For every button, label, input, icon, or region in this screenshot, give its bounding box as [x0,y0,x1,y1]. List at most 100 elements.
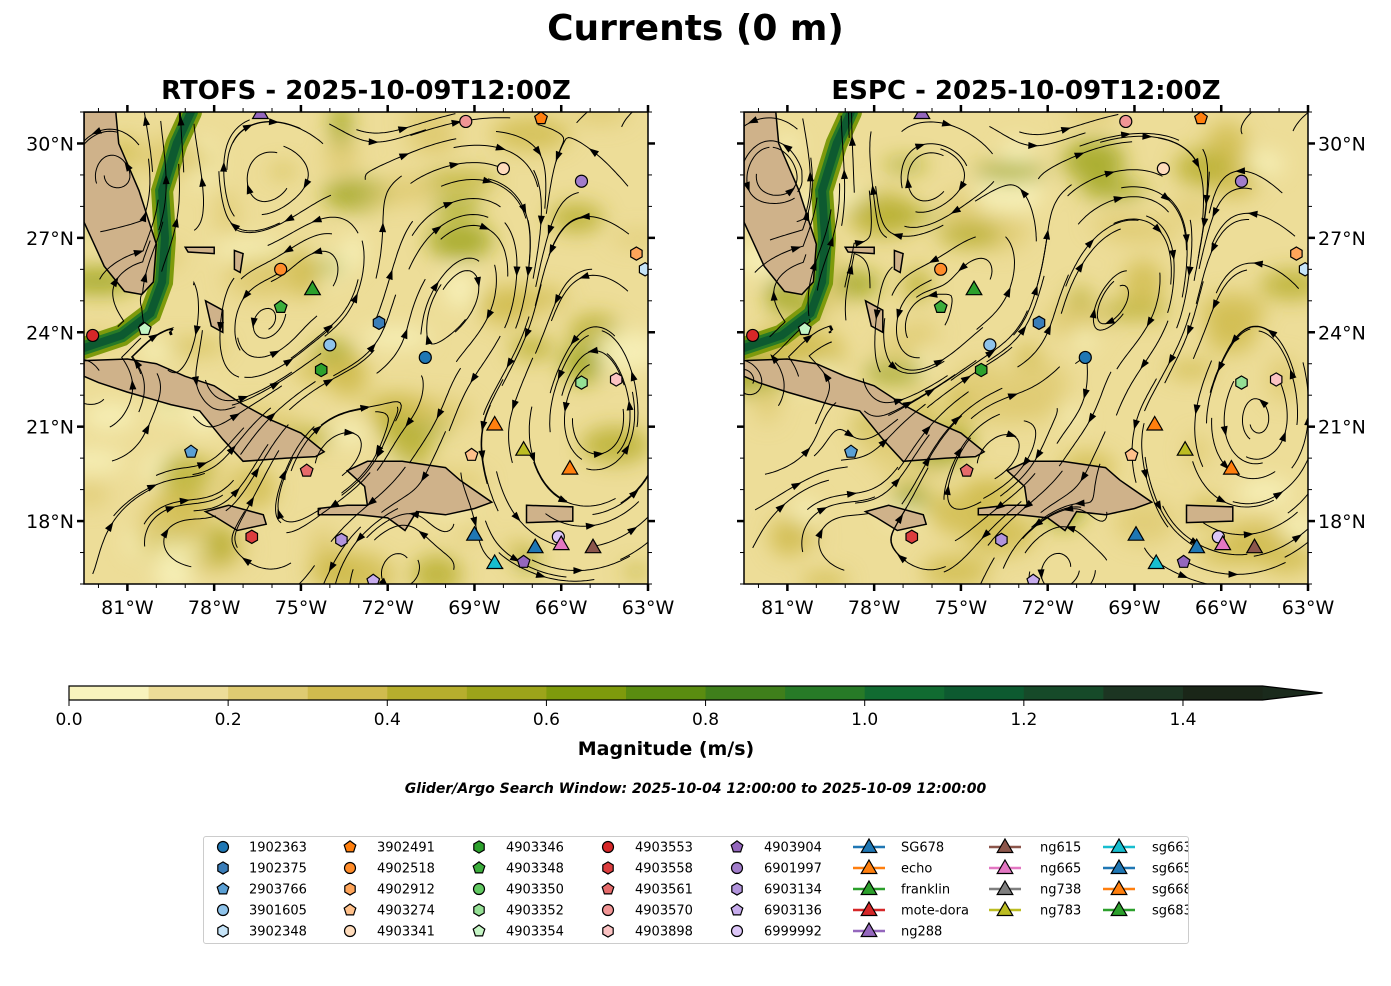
colorbar-tick-label: 0.2 [215,710,242,730]
streamline-arrow [1258,398,1269,409]
streamline-arrow [1252,260,1264,268]
legend-marker-icon [343,903,357,916]
legend-entry-6999992: 6999992 [730,925,822,940]
streamline-arrow [627,526,638,536]
streamline-arrow [250,467,260,478]
streamline-arrow [1182,234,1190,245]
streamline-arrow [1120,131,1132,139]
streamline-arrow [250,317,258,328]
legend-entry-4903350: 4903350 [472,883,564,898]
legend-label: 4903348 [506,862,564,877]
map-panels: 81°W 78°W 75°W 72°W 69°W 66°W 63°W 18°N 21°N 24°N… [26,94,1366,619]
marker-ng783 [1176,440,1194,456]
colorbar-bin [625,686,707,700]
streamline-arrow [1140,358,1149,370]
streamline-arrow [1146,316,1155,327]
streamline-arrow [1075,262,1084,273]
legend-entry-ng615: ng615 [989,837,1081,856]
colorbar-bin [69,686,150,700]
streamline-arrow [630,370,638,382]
streamline [1287,493,1308,514]
streamline-arrow [230,487,240,498]
marker-3902491 [533,112,549,125]
marker-echo [1145,415,1164,431]
legend-label: franklin [901,883,950,898]
land-mass [233,249,244,274]
marker-ng783 [514,440,533,456]
legend-marker-icon [601,840,615,854]
legend-entry-mote-dora: mote-dora [853,900,969,919]
streamline-arrow [400,328,408,340]
streamline-arrow [1022,456,1031,467]
streamline-arrow [1203,194,1211,206]
streamline-arrow [1265,94,1275,102]
legend-marker-icon [996,858,1014,875]
streamline-arrow [277,508,284,520]
streamline-arrow [421,471,430,482]
colorbar-label: Magnitude (m/s) [577,738,755,760]
streamline-arrow [905,177,912,189]
streamline-arrow [1177,571,1189,578]
streamline-arrow [950,205,962,214]
marker-6903136 [1026,573,1041,584]
map-frame [83,111,649,585]
streamline-arrow [129,379,137,390]
marker-4903561 [959,463,974,477]
legend-entry-4903354: 4903354 [472,924,564,940]
streamline-arrow [573,567,584,575]
streamline-arrow [1142,132,1153,140]
colorbar-tick-label: 0.4 [374,710,401,730]
streamline-arrow [486,309,494,320]
streamline-arrow [312,247,323,255]
map-panel-rtofs: 81°W 78°W 75°W 72°W 69°W 66°W 63°W 18°N 21°N 24°N… [26,105,674,619]
streamline-arrow [549,244,557,255]
legend-label: 4902518 [377,862,435,877]
streamline-arrow [770,290,778,301]
streamline-arrow [266,412,276,422]
land-mass [84,112,158,296]
streamline-arrow [878,438,889,448]
streamline-arrow [368,138,379,146]
streamline-arrow [397,126,409,134]
land-mass [183,246,215,255]
streamline-arrow [1035,449,1044,460]
colorbar: 0.0 0.2 0.4 0.6 0.8 1.0 1.2 1.4 [55,685,1323,730]
legend-marker-icon [344,882,356,896]
streamline-arrow [1217,361,1226,372]
streamline-arrow [1212,299,1220,310]
streamline-arrow [1210,242,1219,253]
streamline-arrow [1243,531,1254,539]
streamline-arrow [443,202,454,209]
streamline-arrow [994,501,1005,510]
streamline-arrow [449,162,460,169]
marker-4903341 [496,162,510,176]
marker-4903553 [746,328,760,343]
panel-title-espc: ESPC - 2025-10-09T12:00Z [831,76,1221,106]
streamline-arrow [283,358,294,367]
legend-entry-3902348: 3902348 [217,924,307,940]
streamline-arrow [941,119,953,127]
streamline-arrow [775,503,786,513]
streamline-arrow [366,496,377,506]
legend-label: 6999992 [764,925,822,940]
streamline-arrow [1324,97,1335,105]
streamline-arrow [1247,210,1258,218]
legend-marker-icon [216,903,230,917]
streamline-arrow [1216,495,1227,503]
legend-label: ng783 [1040,904,1081,919]
legend-entry-sg665: sg665 [1103,858,1192,877]
lat-tick-label: 30°N [26,133,74,155]
streamline [1291,362,1308,469]
streamline-arrow [1074,152,1085,160]
streamline-arrow [827,236,834,247]
streamline [620,473,648,504]
legend-marker-icon [860,879,878,896]
streamline [381,553,421,584]
colorbar-tick-label: 0.6 [533,710,560,730]
legend-entry-echo: echo [853,858,932,877]
streamline-arrow [1193,404,1201,415]
streamline-arrow [430,281,439,292]
lat-tick-label: 21°N [1318,417,1366,439]
legend-entry-4903274: 4903274 [343,903,435,919]
streamline-arrow [532,145,542,156]
